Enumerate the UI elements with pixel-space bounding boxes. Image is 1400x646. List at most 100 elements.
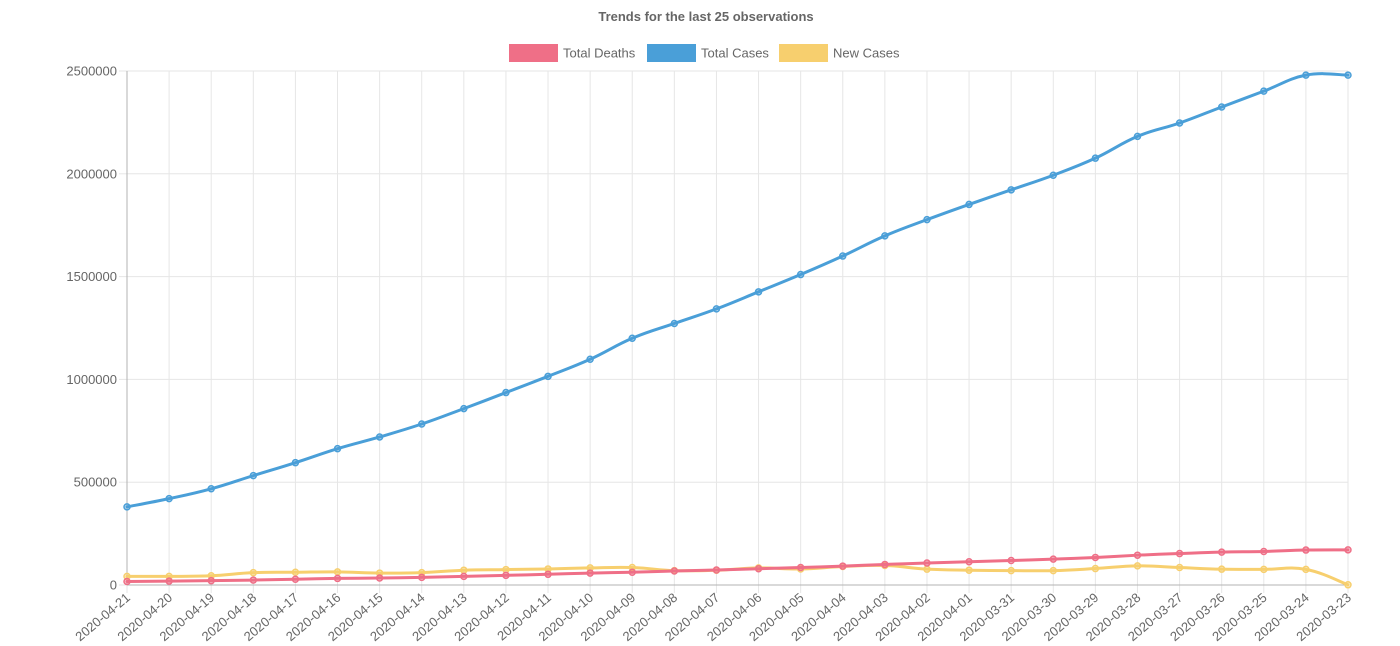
data-point-total-cases[interactable] xyxy=(754,288,763,296)
data-point-total-cases[interactable] xyxy=(1175,119,1184,127)
data-point-total-deaths[interactable] xyxy=(460,572,468,581)
data-point-total-cases[interactable] xyxy=(628,334,636,343)
chart-title: Trends for the last 25 observations xyxy=(598,9,813,24)
data-point-total-cases[interactable] xyxy=(165,494,173,503)
data-point-new-cases[interactable] xyxy=(965,566,973,574)
data-point-total-deaths[interactable] xyxy=(375,574,384,582)
data-point-total-deaths[interactable] xyxy=(207,576,215,585)
data-point-total-cases[interactable] xyxy=(670,319,679,328)
data-point-new-cases[interactable] xyxy=(1007,566,1015,575)
legend-item-new-cases[interactable]: New Cases xyxy=(779,44,900,62)
data-point-total-cases[interactable] xyxy=(207,485,215,493)
data-point-total-deaths[interactable] xyxy=(628,568,636,577)
data-point-total-deaths[interactable] xyxy=(1217,548,1226,556)
data-point-total-deaths[interactable] xyxy=(291,575,300,583)
legend-swatch-total-cases xyxy=(647,44,696,62)
data-point-total-deaths[interactable] xyxy=(881,560,889,569)
data-point-total-cases[interactable] xyxy=(502,388,510,397)
data-point-total-deaths[interactable] xyxy=(754,565,763,573)
data-point-total-cases[interactable] xyxy=(586,355,594,364)
y-tick-label: 1500000 xyxy=(66,269,117,284)
data-point-total-cases[interactable] xyxy=(544,372,552,381)
y-tick-label: 500000 xyxy=(74,475,117,490)
legend-label-total-deaths: Total Deaths xyxy=(563,46,636,61)
data-point-total-cases[interactable] xyxy=(881,232,889,240)
data-point-total-deaths[interactable] xyxy=(1049,555,1058,563)
legend-label-new-cases: New Cases xyxy=(833,46,900,61)
data-point-new-cases[interactable] xyxy=(1175,563,1184,572)
data-point-new-cases[interactable] xyxy=(333,568,342,576)
data-point-total-cases[interactable] xyxy=(291,458,300,467)
data-point-new-cases[interactable] xyxy=(586,564,594,572)
data-point-new-cases[interactable] xyxy=(291,568,300,577)
data-point-total-deaths[interactable] xyxy=(1007,556,1015,565)
series-group xyxy=(123,71,1352,589)
data-point-total-deaths[interactable] xyxy=(1344,546,1352,554)
data-point-total-cases[interactable] xyxy=(123,503,131,511)
data-point-total-cases[interactable] xyxy=(965,200,973,209)
data-point-total-cases[interactable] xyxy=(1217,103,1226,111)
data-point-total-deaths[interactable] xyxy=(249,576,258,584)
legend-swatch-total-deaths xyxy=(509,44,558,62)
y-tick-label: 2500000 xyxy=(66,64,117,79)
data-point-total-cases[interactable] xyxy=(417,420,426,428)
data-point-total-deaths[interactable] xyxy=(1302,546,1310,554)
legend-swatch-new-cases xyxy=(779,44,828,62)
data-point-total-cases[interactable] xyxy=(796,270,805,279)
data-point-total-cases[interactable] xyxy=(333,444,342,453)
series-total-deaths xyxy=(123,546,1352,586)
data-point-total-deaths[interactable] xyxy=(333,574,342,583)
data-point-total-cases[interactable] xyxy=(1007,186,1015,194)
data-point-total-deaths[interactable] xyxy=(923,559,931,567)
data-point-total-deaths[interactable] xyxy=(417,573,426,582)
data-point-total-deaths[interactable] xyxy=(165,577,173,585)
data-point-new-cases[interactable] xyxy=(460,566,468,574)
data-point-new-cases[interactable] xyxy=(1049,566,1058,575)
data-point-total-deaths[interactable] xyxy=(712,566,721,574)
data-point-total-deaths[interactable] xyxy=(965,558,973,566)
data-point-new-cases[interactable] xyxy=(923,565,931,573)
series-new-cases xyxy=(123,561,1352,589)
legend-item-total-deaths[interactable]: Total Deaths xyxy=(509,44,636,62)
data-point-total-deaths[interactable] xyxy=(1260,547,1268,556)
data-point-total-deaths[interactable] xyxy=(586,569,594,577)
data-point-new-cases[interactable] xyxy=(249,568,258,577)
data-point-total-deaths[interactable] xyxy=(839,562,847,570)
data-point-total-cases[interactable] xyxy=(1302,71,1310,79)
data-point-total-cases[interactable] xyxy=(1133,132,1142,141)
data-point-total-cases[interactable] xyxy=(375,433,384,441)
y-tick-label: 2000000 xyxy=(66,166,117,181)
data-point-total-deaths[interactable] xyxy=(1091,553,1100,562)
data-point-total-cases[interactable] xyxy=(1344,71,1352,79)
legend: Total Deaths Total Cases New Cases xyxy=(509,44,900,62)
data-point-total-deaths[interactable] xyxy=(796,563,805,572)
data-point-total-cases[interactable] xyxy=(923,215,931,224)
data-point-total-cases[interactable] xyxy=(1091,154,1100,162)
data-point-total-deaths[interactable] xyxy=(1175,549,1184,558)
data-point-new-cases[interactable] xyxy=(1217,565,1226,573)
data-point-total-cases[interactable] xyxy=(712,305,721,313)
data-point-new-cases[interactable] xyxy=(1344,581,1352,589)
data-point-total-deaths[interactable] xyxy=(123,577,131,586)
data-point-total-cases[interactable] xyxy=(1049,171,1058,179)
data-point-total-cases[interactable] xyxy=(839,252,847,260)
data-point-new-cases[interactable] xyxy=(123,572,131,581)
data-point-new-cases[interactable] xyxy=(1302,565,1310,574)
y-tick-label: 0 xyxy=(110,578,117,593)
data-point-new-cases[interactable] xyxy=(1133,562,1142,570)
axes xyxy=(126,71,1348,586)
x-axis-ticks: 2020-04-212020-04-202020-04-192020-04-18… xyxy=(72,590,1354,644)
data-point-total-deaths[interactable] xyxy=(502,571,510,580)
data-point-total-deaths[interactable] xyxy=(544,570,552,579)
y-axis-ticks: 2500000 2000000 1500000 1000000 500000 0 xyxy=(66,64,117,593)
legend-item-total-cases[interactable]: Total Cases xyxy=(647,44,769,62)
data-point-new-cases[interactable] xyxy=(1260,565,1268,574)
data-point-total-deaths[interactable] xyxy=(670,567,679,575)
data-point-total-cases[interactable] xyxy=(1260,87,1268,95)
series-line-total-deaths xyxy=(125,548,1350,584)
data-point-total-cases[interactable] xyxy=(460,404,468,413)
data-point-new-cases[interactable] xyxy=(1091,564,1100,573)
series-total-cases xyxy=(123,71,1352,511)
data-point-total-cases[interactable] xyxy=(249,471,258,480)
data-point-total-deaths[interactable] xyxy=(1133,551,1142,559)
